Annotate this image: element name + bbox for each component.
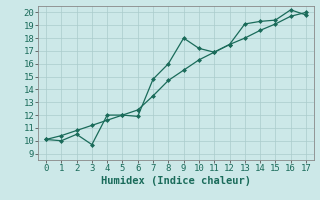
X-axis label: Humidex (Indice chaleur): Humidex (Indice chaleur) <box>101 176 251 186</box>
